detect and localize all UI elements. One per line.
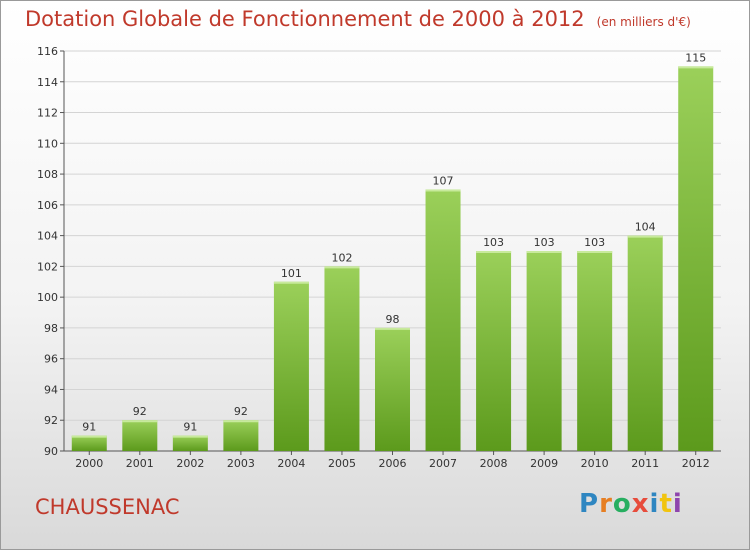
- logo-letter: o: [612, 489, 632, 519]
- y-tick-label: 92: [44, 414, 58, 427]
- bar-value-label: 103: [584, 236, 605, 249]
- y-tick-label: 114: [37, 76, 58, 89]
- logo-letter: t: [659, 489, 673, 519]
- bar-value-label: 103: [483, 236, 504, 249]
- y-tick-label: 110: [37, 137, 58, 150]
- y-tick-label: 106: [37, 199, 58, 212]
- bar: [425, 189, 461, 451]
- bar-value-label: 101: [281, 267, 302, 280]
- bar: [273, 281, 309, 451]
- bar-value-label: 92: [234, 405, 248, 418]
- logo-letter: i: [649, 489, 660, 519]
- chart-title: Dotation Globale de Fonctionnement de 20…: [25, 7, 691, 31]
- y-tick-label: 112: [37, 107, 58, 120]
- x-tick-label: 2005: [328, 457, 356, 470]
- x-tick-label: 2011: [631, 457, 659, 470]
- y-tick-label: 98: [44, 322, 58, 335]
- logo-letter: r: [599, 489, 613, 519]
- commune-name: CHAUSSENAC: [35, 495, 180, 519]
- chart-unit-note: (en milliers d'€): [596, 15, 691, 29]
- bar: [375, 327, 410, 451]
- bars: [71, 66, 714, 451]
- bar-value-label: 91: [183, 421, 197, 434]
- bar-value-label: 115: [685, 51, 706, 64]
- bar-value-label: 92: [133, 405, 147, 418]
- bar: [476, 251, 512, 451]
- bar: [526, 251, 562, 451]
- x-tick-label: 2001: [126, 457, 154, 470]
- x-tick-label: 2012: [682, 457, 710, 470]
- bar: [577, 251, 613, 451]
- bar-value-label: 104: [635, 221, 656, 234]
- bar: [71, 435, 107, 451]
- labels: 90 92 94 96 98 100 102 104 106 108 110 112 114 116 91 2…: [37, 45, 710, 470]
- y-tick-label: 94: [44, 383, 58, 396]
- bar-value-label: 107: [433, 174, 454, 187]
- bar-value-label: 102: [331, 251, 352, 264]
- y-tick-label: 90: [44, 445, 58, 458]
- bar-value-label: 98: [386, 313, 400, 326]
- chart-title-text: Dotation Globale de Fonctionnement de 20…: [25, 7, 585, 31]
- x-tick-label: 2006: [379, 457, 407, 470]
- y-tick-label: 104: [37, 230, 58, 243]
- proxiti-logo: Proxiti: [579, 489, 683, 519]
- logo-letter: P: [579, 489, 600, 519]
- y-tick-label: 96: [44, 353, 58, 366]
- x-tick-label: 2002: [176, 457, 204, 470]
- y-tick-label: 108: [37, 168, 58, 181]
- bar: [223, 420, 259, 451]
- bar-value-label: 103: [534, 236, 555, 249]
- x-tick-label: 2003: [227, 457, 255, 470]
- y-tick-label: 102: [37, 260, 58, 273]
- bar: [324, 266, 360, 451]
- bar: [172, 435, 208, 451]
- y-tick-label: 116: [37, 45, 58, 58]
- x-tick-label: 2000: [75, 457, 103, 470]
- bar-value-label: 91: [82, 421, 96, 434]
- bar: [678, 66, 714, 451]
- x-tick-label: 2004: [277, 457, 305, 470]
- x-tick-label: 2009: [530, 457, 558, 470]
- logo-letter: x: [631, 489, 650, 519]
- x-tick-label: 2010: [581, 457, 609, 470]
- x-tick-label: 2008: [480, 457, 508, 470]
- bar: [627, 235, 663, 451]
- y-tick-label: 100: [37, 291, 58, 304]
- x-tick-label: 2007: [429, 457, 457, 470]
- logo-letter: i: [672, 489, 683, 519]
- bar: [122, 420, 158, 451]
